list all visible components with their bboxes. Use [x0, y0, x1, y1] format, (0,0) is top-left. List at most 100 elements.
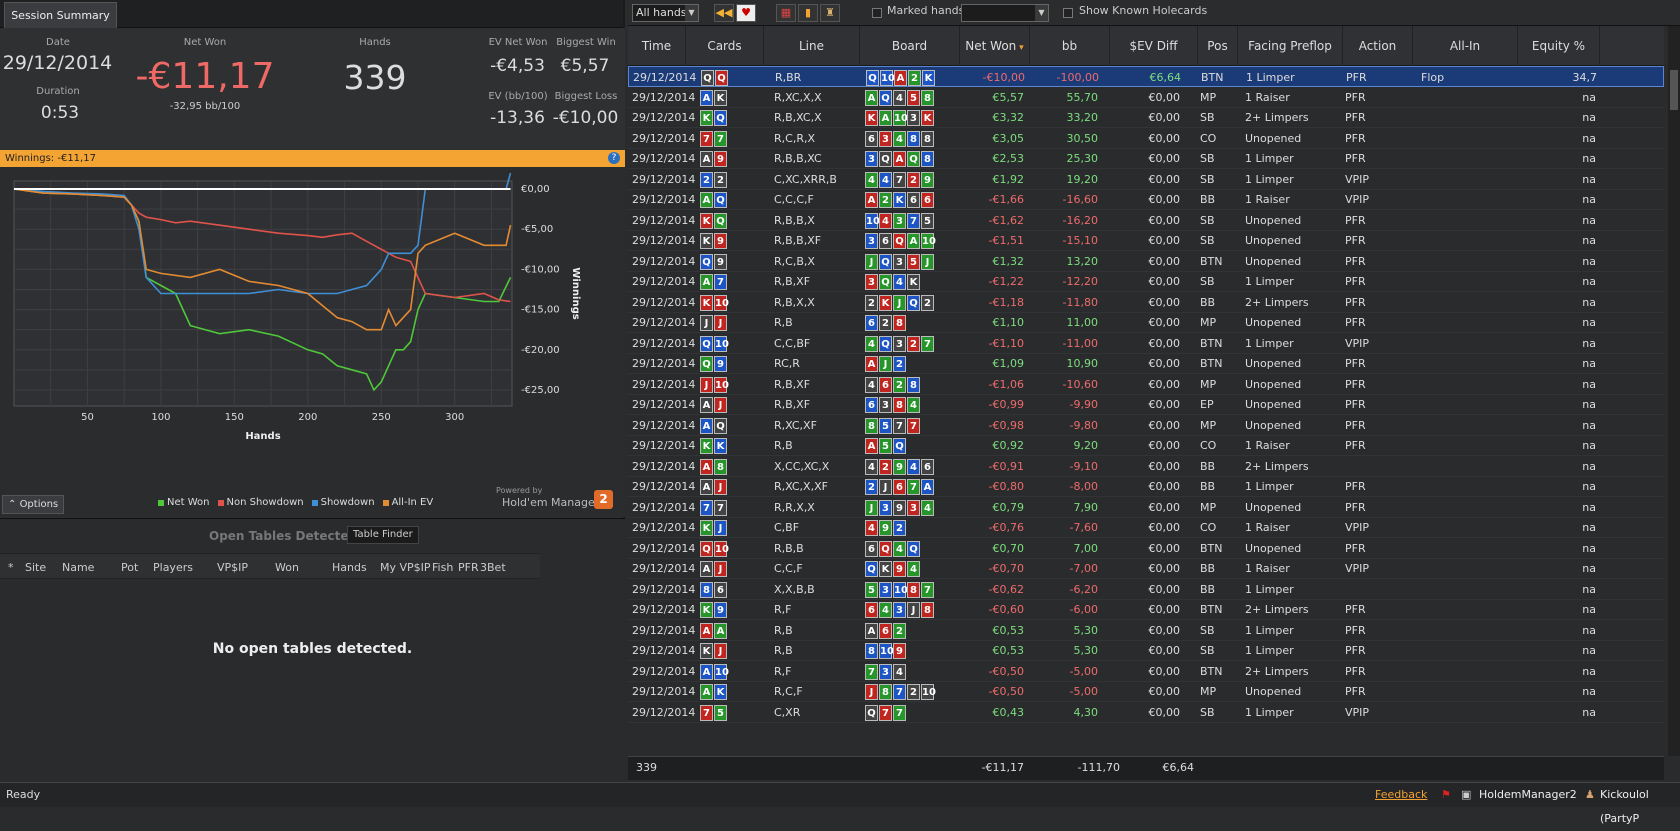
show-known-holecards-checkbox[interactable]	[1063, 8, 1073, 18]
table-row[interactable]: 29/12/2014 A J R,XC,X,XF 2 J 6 7 A -€0,80 -8,00 €0,…	[628, 476, 1664, 498]
open-tables-col[interactable]: Hands	[332, 561, 367, 574]
table-row[interactable]: 29/12/2014 A Q C,C,C,F A 2 K 6 6 -€1,66 -16,60 €0,0…	[628, 189, 1664, 211]
playing-card: 9	[921, 171, 934, 188]
table-row[interactable]: 29/12/2014 K Q R,B,B,X 10 4 3 7 5 -€1,62 -16,20 €0,…	[628, 210, 1664, 231]
table-row[interactable]: 29/12/2014 K J R,B 8 10 9 €0,53 5,30 €0,00 SB 1 Lim…	[628, 640, 1664, 662]
table-row[interactable]: 29/12/2014 A 9 R,B,B,XC 3 Q A Q 8 €2,53 25,30 €0,00…	[628, 148, 1664, 170]
table-row[interactable]: 29/12/2014 A 8 X,CC,XC,X 4 2 9 4 6 -€0,91 -9,10 €0,…	[628, 456, 1664, 477]
x-tick-label: 100	[151, 412, 170, 423]
table-row[interactable]: 29/12/2014 Q 10 C,C,BF 4 Q 3 2 7 -€1,10 -11,00 €0,0…	[628, 333, 1664, 354]
table-row[interactable]: 29/12/2014 A 7 R,B,XF 3 Q 4 K -€1,22 -12,20 €0,00 S…	[628, 271, 1664, 293]
playing-card: K	[879, 294, 892, 311]
table-row[interactable]: 29/12/2014 A J R,B,XF 6 3 8 4 -€0,99 -9,90 €0,00 EP…	[628, 394, 1664, 416]
table-row[interactable]: 29/12/2014 7 5 C,XR Q 7 7 €0,43 4,30 €0,00 SB 1 Lim…	[628, 702, 1664, 723]
table-row[interactable]: 29/12/2014 K 10 R,B,X,X 2 K J Q 2 -€1,18 -11,80 €0,…	[628, 292, 1664, 313]
playing-card: J	[879, 479, 892, 495]
table-row[interactable]: 29/12/2014 A J C,C,F Q K 9 4 -€0,70 -7,00 €0,00 BB 1…	[628, 558, 1664, 580]
open-tables-col[interactable]: Won	[275, 561, 299, 574]
table-row[interactable]: 29/12/2014 A K R,XC,X,X A Q 4 5 8 €5,57 55,70 €0,00…	[628, 87, 1664, 108]
vertical-scrollbar[interactable]	[1668, 26, 1680, 756]
legend-item[interactable]: Showdown	[311, 497, 375, 508]
table-row[interactable]: 29/12/2014 K K R,B A 5 Q €0,92 9,20 €0,00 CO 1 Rais…	[628, 435, 1664, 457]
trophy-icon[interactable]: ♜	[820, 4, 840, 22]
rewind-icon[interactable]: ◀◀	[714, 4, 734, 22]
open-tables-col[interactable]: 3Bet	[480, 561, 506, 574]
playing-card: 4	[879, 602, 892, 618]
table-row[interactable]: 29/12/2014 A A R,B A 6 2 €0,53 5,30 €0,00 SB 1 Limp…	[628, 620, 1664, 641]
cell-bb: -15,10	[1062, 234, 1098, 247]
table-row[interactable]: 29/12/2014 K 9 R,F 6 4 3 J 8 -€0,60 -6,00 €0,00 BTN 2…	[628, 599, 1664, 621]
col-header[interactable]: bb	[1030, 26, 1110, 66]
table-row[interactable]: 29/12/2014 Q Q R,BR Q 10 A 2 K -€10,00 -100,00 €6,6…	[628, 66, 1664, 88]
table-row[interactable]: 29/12/2014 Q 9 RC,R A J 2 €1,09 10,90 €0,00 BTN Uno…	[628, 353, 1664, 375]
table-row[interactable]: 29/12/2014 K Q R,B,XC,X K A 10 3 K €3,32 33,20 €0,0…	[628, 107, 1664, 129]
col-header[interactable]: Action	[1343, 26, 1413, 66]
playing-card: 5	[714, 704, 727, 721]
help-icon[interactable]: ?	[608, 152, 620, 164]
table-row[interactable]: 29/12/2014 J J R,B 6 2 8 €1,10 11,00 €0,00 MP Unope…	[628, 312, 1664, 334]
hands-filter-dropdown[interactable]: All hands ▼	[632, 4, 699, 22]
table-row[interactable]: 29/12/2014 A 10 R,F 7 3 4 -€0,50 -5,00 €0,00 BTN 2+…	[628, 661, 1664, 682]
legend-item[interactable]: Non Showdown	[217, 497, 304, 508]
table-finder-button[interactable]: Table Finder	[347, 526, 419, 544]
playing-card: Q	[701, 70, 714, 86]
grid-icon[interactable]: ▦	[776, 4, 796, 22]
powered-by: Powered by	[496, 486, 543, 495]
y-tick-label: €0,00	[521, 184, 550, 195]
playing-card: A	[700, 89, 713, 106]
hm-logo-icon: 2	[594, 490, 613, 509]
playing-card: J	[865, 253, 878, 270]
col-header[interactable]: Board	[860, 26, 960, 66]
col-header[interactable]: Facing Preflop	[1238, 26, 1343, 66]
cell-ev-diff: €0,00	[1148, 439, 1181, 452]
marked-hands-dropdown[interactable]: ▼	[961, 4, 1049, 22]
feedback-link[interactable]: Feedback	[1375, 788, 1428, 801]
playing-card: Q	[907, 540, 920, 557]
open-tables-col[interactable]: Players	[153, 561, 193, 574]
table-row[interactable]: 29/12/2014 7 7 R,C,R,X 6 3 4 8 8 €3,05 30,50 €0,00 C…	[628, 128, 1664, 149]
tab-session-summary[interactable]: Session Summary	[4, 2, 117, 28]
marked-hands-checkbox[interactable]	[872, 8, 882, 18]
cards-icon[interactable]: ♥	[736, 4, 756, 22]
table-row[interactable]: 29/12/2014 K 9 R,B,B,XF 3 6 Q A 10 -€1,51 -15,10 €0…	[628, 230, 1664, 252]
open-tables-col[interactable]: Pot	[121, 561, 139, 574]
legend-item[interactable]: Net Won	[158, 497, 210, 508]
col-header[interactable]: Line	[764, 26, 860, 66]
open-tables-col[interactable]: VP$IP	[217, 561, 249, 574]
table-row[interactable]: 29/12/2014 K J C,BF 4 9 2 -€0,76 -7,60 €0,00 CO 1 R…	[628, 517, 1664, 539]
card-group: 5 3 10 8 7	[865, 579, 935, 600]
cell-time: 29/12/2014	[632, 111, 696, 124]
col-header[interactable]: Equity %	[1518, 26, 1600, 66]
table-row[interactable]: 29/12/2014 2 2 C,XC,XRR,B 4 4 7 2 9 €1,92 19,20 €0,…	[628, 169, 1664, 190]
playing-card: 6	[879, 233, 892, 249]
open-tables-col[interactable]: Site	[25, 561, 47, 574]
open-tables-col[interactable]: *	[8, 561, 14, 574]
open-tables-col[interactable]: Name	[62, 561, 95, 574]
table-row[interactable]: 29/12/2014 Q 9 R,C,B,X J Q 3 5 J €1,32 13,20 €0,00 B…	[628, 251, 1664, 272]
table-row[interactable]: 29/12/2014 8 6 X,X,B,B 5 3 10 8 7 -€0,62 -6,20 €0,0…	[628, 579, 1664, 600]
col-header[interactable]: All-In	[1413, 26, 1518, 66]
col-header[interactable]: $EV Diff	[1110, 26, 1198, 66]
options-button[interactable]: ⌃ Options	[2, 495, 64, 514]
table-row[interactable]: 29/12/2014 7 7 R,R,X,X J 3 9 3 4 €0,79 7,90 €0,00 MP…	[628, 497, 1664, 518]
cell-action: VPIP	[1345, 193, 1370, 206]
table-row[interactable]: 29/12/2014 Q 10 R,B,B 6 Q 4 Q €0,70 7,00 €0,00 BTN U…	[628, 538, 1664, 559]
open-tables-col[interactable]: PFR	[458, 561, 479, 574]
cell-facing: Unopened	[1245, 541, 1302, 555]
legend-item[interactable]: All-In EV	[382, 497, 433, 508]
playing-card: 8	[700, 581, 713, 598]
scrollbar-thumb[interactable]	[1670, 70, 1678, 110]
table-row[interactable]: 29/12/2014 A K R,C,F J 8 7 2 10 -€0,50 -5,00 €0,00 M…	[628, 681, 1664, 703]
playing-card: 9	[893, 643, 906, 659]
col-header[interactable]: Pos	[1198, 26, 1238, 66]
bar-chart-icon[interactable]: ▮	[798, 4, 818, 22]
col-header[interactable]: Cards	[686, 26, 764, 66]
open-tables-col[interactable]: Fish	[432, 561, 454, 574]
col-header[interactable]: Time	[628, 26, 686, 66]
table-row[interactable]: 29/12/2014 J 10 R,B,XF 4 6 2 8 -€1,06 -10,60 €0,00…	[628, 374, 1664, 395]
open-tables-col[interactable]: My VP$IP	[380, 561, 431, 574]
col-header[interactable]: Net Won ▾	[960, 26, 1030, 66]
playing-card: K	[714, 684, 727, 700]
cell-pos: EP	[1200, 398, 1214, 411]
table-row[interactable]: 29/12/2014 A Q R,XC,XF 8 5 7 7 -€0,98 -9,80 €0,00 M…	[628, 415, 1664, 436]
